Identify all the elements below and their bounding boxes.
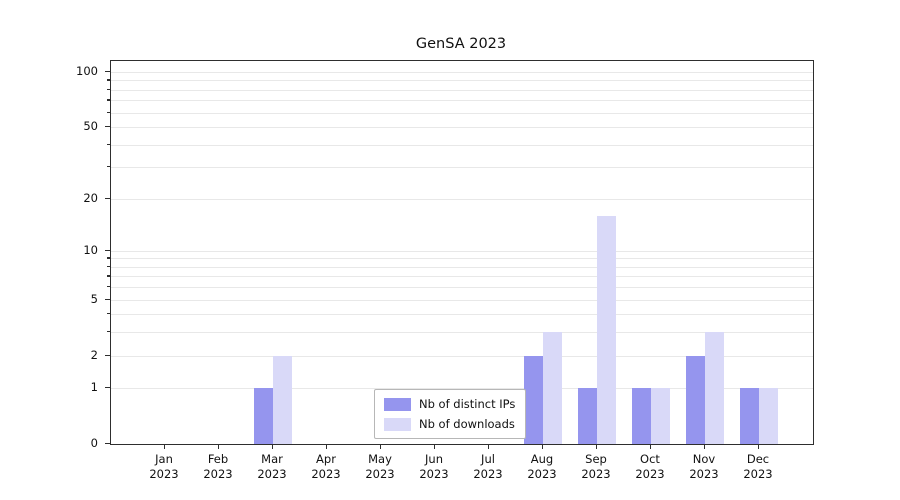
bar-distinct-ips-mar: [254, 388, 273, 444]
gridline: [111, 258, 813, 260]
gridline: [111, 314, 813, 316]
gridline: [111, 198, 813, 200]
gridline: [111, 167, 813, 169]
x-tick-label: Aug 2023: [527, 452, 557, 481]
gridline: [111, 127, 813, 129]
gridline: [111, 332, 813, 334]
gridline: [111, 250, 813, 252]
bar-distinct-ips-dec: [740, 388, 759, 444]
gridline: [111, 80, 813, 82]
x-tick-label: Nov 2023: [689, 452, 719, 481]
y-tick-label: 10: [83, 242, 98, 257]
x-tick-label: Jun 2023: [419, 452, 449, 481]
x-tick-label: Apr 2023: [311, 452, 341, 481]
bar-distinct-ips-sep: [578, 388, 597, 444]
bar-downloads-dec: [759, 388, 778, 444]
gridline: [111, 299, 813, 301]
gridline: [111, 72, 813, 73]
x-tick-label: Mar 2023: [257, 452, 287, 481]
x-tick-label: Jan 2023: [149, 452, 179, 481]
gridline: [111, 287, 813, 289]
chart-title: GenSA 2023: [415, 36, 507, 52]
legend-label-downloads: Nb of downloads: [419, 417, 515, 431]
y-tick-label: 20: [83, 190, 98, 205]
y-tick-label: 0: [90, 436, 98, 450]
legend-item-downloads: Nb of downloads: [384, 417, 515, 431]
gridline: [111, 89, 813, 91]
bar-distinct-ips-oct: [632, 388, 651, 444]
gridline: [111, 144, 813, 146]
x-tick-label: Sep 2023: [581, 452, 611, 481]
bar-downloads-aug: [543, 332, 562, 444]
bar-downloads-mar: [273, 355, 292, 444]
bar-downloads-sep: [597, 215, 616, 444]
bar-distinct-ips-aug: [524, 355, 543, 444]
legend-swatch-distinct-ips: [384, 397, 411, 411]
y-tick-label: 1: [90, 380, 98, 395]
x-tick-label: Oct 2023: [635, 452, 665, 481]
gridline: [111, 266, 813, 268]
legend-item-distinct-ips: Nb of distinct IPs: [384, 397, 515, 411]
gridline: [111, 355, 813, 357]
bar-downloads-nov: [705, 332, 724, 444]
gridline: [111, 112, 813, 114]
y-tick-label: 100: [76, 64, 98, 78]
plot-area: Nb of distinct IPs Nb of downloads: [110, 60, 814, 445]
x-tick-label: Feb 2023: [203, 452, 233, 481]
bar-distinct-ips-nov: [686, 355, 705, 444]
gridline: [111, 276, 813, 278]
y-tick-label: 5: [90, 291, 98, 306]
bar-downloads-oct: [651, 388, 670, 444]
x-tick-label: May 2023: [365, 452, 395, 481]
y-tick-label: 50: [83, 119, 98, 134]
legend-label-distinct-ips: Nb of distinct IPs: [419, 397, 516, 411]
legend: Nb of distinct IPs Nb of downloads: [374, 389, 527, 439]
gridline: [111, 100, 813, 102]
x-tick-label: Jul 2023: [473, 452, 503, 481]
x-tick-label: Dec 2023: [743, 452, 773, 481]
y-tick-label: 2: [90, 347, 98, 362]
gridline: [111, 388, 813, 390]
legend-swatch-downloads: [384, 417, 411, 431]
